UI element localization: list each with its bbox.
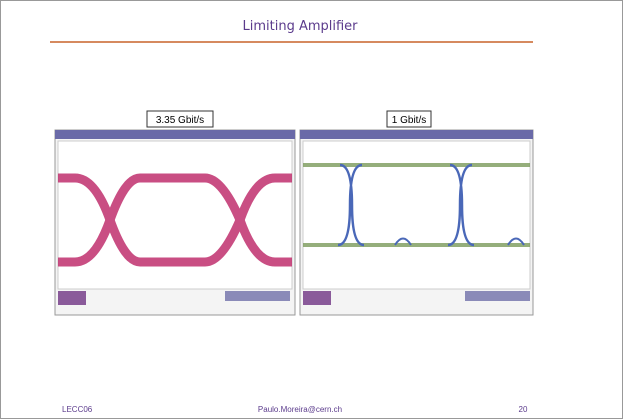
plot-area bbox=[58, 141, 292, 289]
right-scope: 1 Gbit/s bbox=[300, 111, 533, 315]
menu-bar bbox=[55, 130, 295, 139]
footer-left: LECC06 bbox=[62, 405, 93, 414]
rate-label: 1 Gbit/s bbox=[392, 115, 426, 126]
menu-bar bbox=[300, 130, 533, 139]
rate-label: 3.35 Gbit/s bbox=[156, 115, 204, 126]
status-block bbox=[58, 291, 86, 305]
status-block bbox=[225, 291, 290, 301]
status-block bbox=[465, 291, 530, 301]
slide: Limiting Amplifier 3.35 Gbit/s 1 Gbit/s … bbox=[0, 0, 623, 419]
left-scope: 3.35 Gbit/s bbox=[55, 111, 295, 315]
status-block bbox=[303, 291, 331, 305]
footer-right: 20 bbox=[519, 405, 528, 414]
slide-title: Limiting Amplifier bbox=[242, 19, 358, 34]
footer-center: Paulo.Moreira@cern.ch bbox=[258, 405, 342, 414]
